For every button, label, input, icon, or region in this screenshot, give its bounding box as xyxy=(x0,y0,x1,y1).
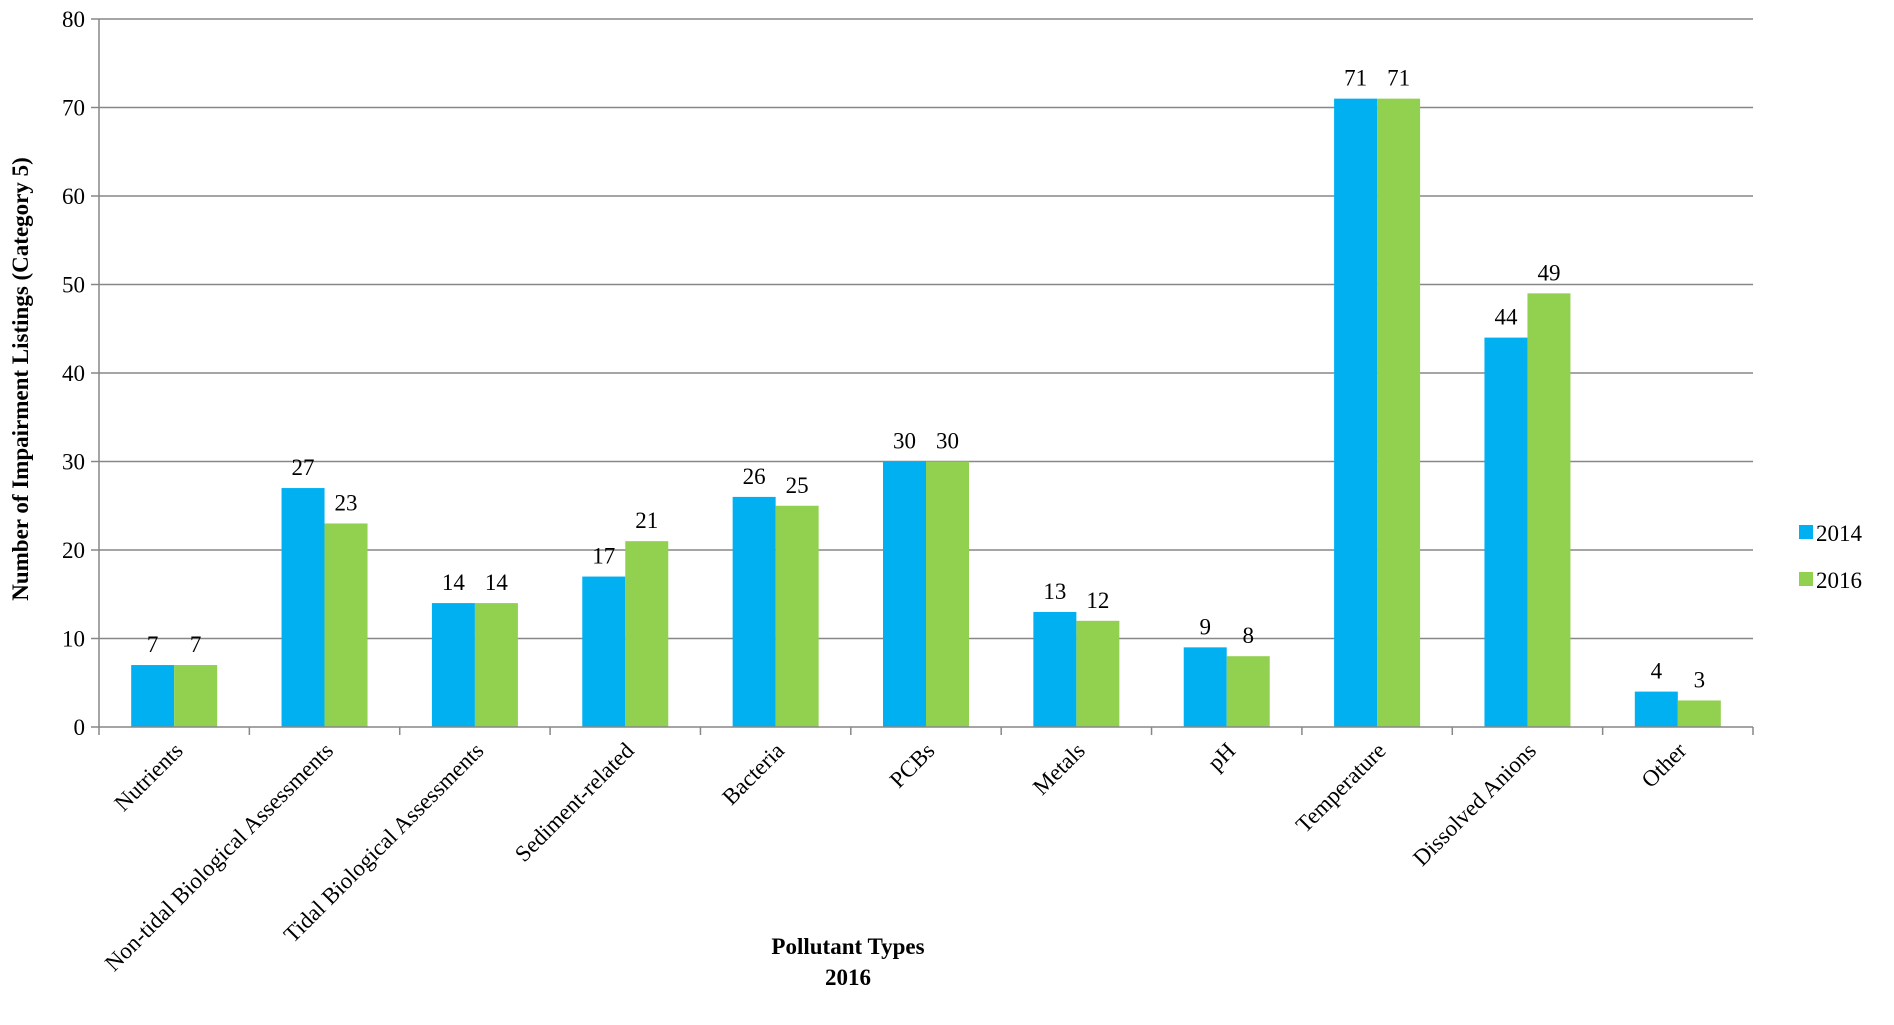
y-axis-title: Number of Impairment Listings (Category … xyxy=(8,157,33,601)
data-label-2016: 30 xyxy=(936,429,959,454)
bar-2016 xyxy=(1226,656,1270,727)
data-label-2014: 27 xyxy=(292,455,315,480)
y-tick-label: 60 xyxy=(62,184,85,209)
data-label-2014: 30 xyxy=(893,429,916,454)
bar-2016 xyxy=(1527,293,1571,727)
data-label-2014: 14 xyxy=(442,570,466,595)
x-category-label: PCBs xyxy=(885,738,940,793)
bar-2016 xyxy=(474,603,518,727)
x-category-label: Sediment-related xyxy=(510,738,639,867)
x-category-label: Temperature xyxy=(1291,738,1391,838)
data-label-2016: 14 xyxy=(485,570,509,595)
bar-2014 xyxy=(732,496,776,727)
legend-swatch-2016 xyxy=(1799,572,1813,586)
x-category-label: Nutrients xyxy=(110,738,188,816)
data-label-2014: 17 xyxy=(592,544,615,569)
bar-2016 xyxy=(775,505,819,727)
bar-2016 xyxy=(1377,98,1421,727)
legend-label-2016: 2016 xyxy=(1816,568,1862,593)
y-tick-label: 40 xyxy=(62,361,85,386)
y-tick-label: 30 xyxy=(62,450,85,475)
bar-2014 xyxy=(431,603,475,727)
data-label-2014: 4 xyxy=(1651,659,1663,684)
data-label-2014: 9 xyxy=(1199,614,1211,639)
data-label-2016: 71 xyxy=(1387,66,1410,91)
data-labels: 7 7 27 23 14 14 17 21 26 25 30 30 13 12 9 8 71 71 44 49 4 3 xyxy=(147,66,1705,693)
bar-2014 xyxy=(1334,98,1378,727)
data-label-2014: 7 xyxy=(147,632,159,657)
data-label-2016: 21 xyxy=(635,508,658,533)
data-label-2014: 26 xyxy=(743,464,766,489)
axes xyxy=(98,19,1754,735)
y-tick-label: 70 xyxy=(62,96,85,121)
data-label-2014: 13 xyxy=(1043,579,1066,604)
data-label-2016: 25 xyxy=(786,473,809,498)
legend-label-2014: 2014 xyxy=(1816,521,1863,546)
data-label-2016: 3 xyxy=(1694,667,1706,692)
y-tick-label: 10 xyxy=(62,627,85,652)
data-label-2014: 44 xyxy=(1494,305,1518,330)
x-category-label: Dissolved Anions xyxy=(1408,738,1541,871)
x-axis-title: Pollutant Types xyxy=(771,934,924,959)
y-axis-ticks: 0 10 20 30 40 50 60 70 80 xyxy=(62,7,99,740)
y-tick-label: 0 xyxy=(74,715,86,740)
bar-2014 xyxy=(1183,647,1227,727)
bar-2014 xyxy=(1484,337,1528,727)
bar-2016 xyxy=(625,541,669,727)
x-category-label: Bacteria xyxy=(717,738,789,810)
bar-2014 xyxy=(1033,611,1077,727)
bar-2016 xyxy=(324,523,368,727)
data-label-2014: 71 xyxy=(1344,66,1367,91)
x-category-label: pH xyxy=(1203,738,1241,776)
bar-2016 xyxy=(174,665,218,727)
data-label-2016: 49 xyxy=(1537,260,1560,285)
legend: 2014 2016 xyxy=(1799,521,1863,593)
data-label-2016: 23 xyxy=(335,490,358,515)
bar-2014 xyxy=(281,488,325,727)
data-label-2016: 7 xyxy=(190,632,202,657)
legend-swatch-2014 xyxy=(1799,525,1813,539)
data-label-2016: 12 xyxy=(1086,588,1109,613)
bar-2014 xyxy=(1634,691,1678,727)
bar-2016 xyxy=(926,461,969,727)
bar-2014 xyxy=(582,576,626,727)
bar-2014 xyxy=(131,665,175,727)
x-category-label: Metals xyxy=(1028,738,1090,800)
x-axis-subtitle: 2016 xyxy=(825,965,871,990)
bar-2016 xyxy=(1677,700,1721,727)
x-category-label: Other xyxy=(1637,738,1692,793)
y-tick-label: 80 xyxy=(62,7,85,32)
y-tick-label: 50 xyxy=(62,273,85,298)
bars xyxy=(131,98,1721,727)
bar-2014 xyxy=(883,461,926,727)
bar-2016 xyxy=(1076,620,1120,727)
data-label-2016: 8 xyxy=(1242,623,1254,648)
y-tick-label: 20 xyxy=(62,538,85,563)
